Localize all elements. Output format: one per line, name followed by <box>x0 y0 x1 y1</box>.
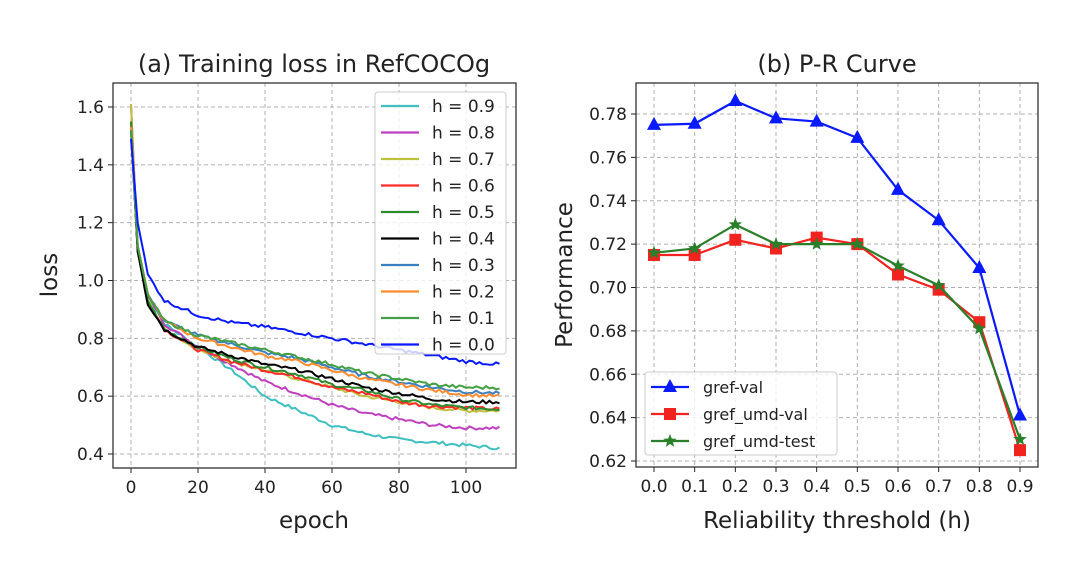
chart-b-ytick-label: 0.68 <box>589 322 627 342</box>
data-point-gref-val <box>891 181 905 195</box>
chart-b-ytick-label: 0.66 <box>589 365 627 385</box>
series-line-00 <box>130 138 500 366</box>
chart-a-ytick-label: 1.2 <box>77 214 104 234</box>
chart-b-title: (b) P-R Curve <box>757 50 916 78</box>
data-point-gref_umd-test <box>932 278 946 291</box>
chart-a-ytick-label: 1.6 <box>77 98 104 118</box>
data-point-gref-val <box>809 113 824 127</box>
chart-b-xtick-label: 0.9 <box>1006 477 1033 497</box>
chart-b-ylabel: Performance <box>552 202 578 348</box>
data-point-gref_umd-test <box>688 241 702 255</box>
legend-label: h = 0.5 <box>432 203 495 223</box>
data-point-gref_umd-val <box>770 242 782 255</box>
data-point-gref_umd-test <box>891 258 905 272</box>
legend-label: gref-val <box>703 378 763 397</box>
chart-b-xlabel: Reliability threshold (h) <box>703 508 971 534</box>
data-point-gref_umd-test <box>972 321 986 335</box>
legend-label: h = 0.0 <box>432 336 495 356</box>
chart-b-xtick-label: 0.2 <box>722 477 749 497</box>
chart-b-xtick-label: 0.7 <box>925 477 952 497</box>
chart-b-xtick-label: 0.3 <box>762 477 789 497</box>
chart-a-xtick-label: 80 <box>388 478 410 498</box>
chart-a-ytick-label: 1.4 <box>77 156 104 176</box>
chart-b-ytick-label: 0.62 <box>589 452 627 472</box>
chart-a-ytick-label: 1.0 <box>77 272 104 292</box>
data-point-gref-val <box>769 110 783 124</box>
chart-a-xtick-label: 60 <box>321 478 343 498</box>
data-point-gref_umd-test <box>769 237 783 250</box>
data-point-gref_umd-test <box>810 237 824 250</box>
chart-b-xtick-label: 0.5 <box>844 477 871 497</box>
chart-a-title: (a) Training loss in RefCOCOg <box>138 50 490 78</box>
legend-marker <box>663 434 677 447</box>
data-point-gref-val <box>972 259 987 273</box>
data-point-gref-val <box>1013 407 1027 421</box>
legend-box <box>374 91 507 355</box>
data-point-gref_umd-test <box>728 217 742 231</box>
legend-marker <box>663 379 677 392</box>
chart-a-frame <box>112 82 517 469</box>
chart-a-xtick-label: 40 <box>254 478 276 498</box>
chart-a-xtick-label: 100 <box>450 478 482 498</box>
legend-label: h = 0.8 <box>432 124 495 144</box>
chart-a-xlabel: epoch <box>279 508 349 534</box>
chart-b-legend: gref-val gref_umd-val gref_umd-test <box>644 371 838 456</box>
data-point-gref-val <box>687 115 702 129</box>
legend-box <box>644 371 838 456</box>
legend-label: gref_umd-test <box>703 432 815 452</box>
series-line-04 <box>130 130 500 405</box>
chart-b-xtick-label: 0.0 <box>640 477 667 497</box>
chart-a-legend: h = 0.9 h = 0.8 h = 0.7 h = 0.6 h = 0.5 h = 0… <box>374 91 507 356</box>
data-point-gref-val <box>728 92 743 106</box>
chart-a-ytick-label: 0.4 <box>77 445 104 465</box>
legend-label: h = 0.7 <box>432 150 495 170</box>
data-point-gref_umd-val <box>729 233 742 246</box>
chart-b-ytick-label: 0.64 <box>589 409 627 429</box>
chart-b-ytick-label: 0.72 <box>589 235 627 255</box>
legend-label: h = 0.6 <box>432 177 495 197</box>
chart-a-ytick-label: 0.6 <box>77 387 104 407</box>
legend-label: h = 0.9 <box>432 97 495 117</box>
chart-b-plot: 0.62 0.64 0.66 0.68 0.70 0.72 0.74 0.76 0.78 0.0 0… <box>589 82 1039 497</box>
data-point-gref-val <box>647 116 661 130</box>
data-point-gref_umd-test <box>647 245 661 259</box>
data-point-gref_umd-val <box>1014 444 1026 457</box>
legend-label: h = 0.2 <box>432 283 495 303</box>
chart-a-xtick-label: 0 <box>126 478 137 498</box>
chart-b-ytick-label: 0.74 <box>589 192 627 212</box>
series-line-gref_umd-test <box>653 223 1022 440</box>
chart-b-ytick-label: 0.76 <box>589 148 627 168</box>
series-line-gref-val <box>653 99 1022 416</box>
data-point-gref_umd-val <box>932 283 945 296</box>
legend-label: gref_umd-val <box>703 405 808 425</box>
data-point-gref-val <box>850 129 865 143</box>
chart-a-plot: 0.4 0.6 0.8 1.0 1.2 1.4 1.6 0 20 40 60 80 100 h = 0.9… <box>77 82 517 498</box>
series-line-01 <box>130 130 500 391</box>
legend-label: h = 0.4 <box>432 230 495 250</box>
chart-b-frame <box>635 82 1039 468</box>
chart-b-ytick-label: 0.70 <box>589 279 627 299</box>
series-line-06 <box>130 121 500 411</box>
chart-a-ytick-label: 0.8 <box>77 329 104 349</box>
data-point-gref_umd-val <box>892 268 904 281</box>
data-point-gref_umd-test <box>850 237 864 250</box>
chart-b-xtick-label: 0.6 <box>884 477 911 497</box>
legend-label: h = 0.3 <box>432 256 495 276</box>
legend-marker <box>664 408 676 420</box>
chart-b-xtick-label: 0.8 <box>966 477 993 497</box>
chart-b-ytick-label: 0.78 <box>589 105 627 125</box>
chart-b-xtick-label: 0.4 <box>803 477 830 497</box>
chart-a-xtick-label: 20 <box>187 478 209 498</box>
chart-b-xtick-label: 0.1 <box>681 477 708 497</box>
data-point-gref_umd-test <box>1013 432 1027 445</box>
legend-label: h = 0.1 <box>432 309 495 329</box>
data-point-gref-val <box>931 212 946 226</box>
chart-a-ylabel: loss <box>37 253 63 297</box>
